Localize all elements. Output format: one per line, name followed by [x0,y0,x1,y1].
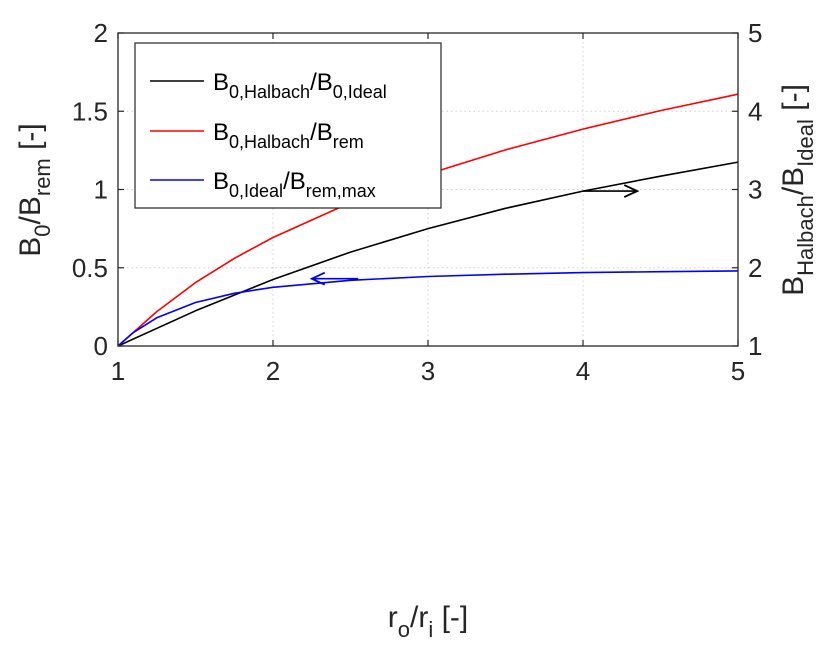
legend: B0,Halbach/B0,Ideal B0,Halbach/Brem B0,I… [134,42,442,209]
y-left-tick-label: 0.5 [72,253,108,283]
x-tick-label: 5 [731,356,745,386]
arrow-head-1 [309,271,326,286]
y-left-tick-label: 2 [94,18,108,48]
legend-label-halbach-rem: B0,Halbach/Brem [213,119,364,152]
x-tick-label: 1 [111,356,125,386]
y-axis-left-label: B0/Brem [-] [14,123,55,257]
y-left-tick-label: 1.5 [72,96,108,126]
x-tick-label: 2 [266,356,280,386]
x-axis-label: ro/ri [-] [388,601,468,642]
legend-label-halbach-ideal: B0,Halbach/B0,Ideal [213,69,387,102]
x-tick-label: 4 [576,356,590,386]
y-left-tick-label: 0 [94,331,108,361]
y-left-tick-label: 1 [94,175,108,205]
legend-label-ideal-remmax: B0,Ideal/Brem,max [213,168,376,201]
arrow-head-2 [623,184,640,198]
y-right-tick-label: 2 [748,253,762,283]
series-line-0 [117,161,739,347]
ticks [117,32,739,347]
x-tick-label: 3 [421,356,435,386]
y-axis-right-label: BHalbach/BIdeal [-] [777,84,818,296]
tick-labels: 1 2 3 4 5 0 0.5 1 1.5 2 1 2 3 4 5 [72,18,763,386]
y-right-tick-label: 1 [748,331,762,361]
series-line-2 [117,270,739,347]
y-right-tick-label: 4 [748,96,762,126]
y-right-tick-label: 3 [748,175,762,205]
y-right-tick-label: 5 [748,18,762,48]
